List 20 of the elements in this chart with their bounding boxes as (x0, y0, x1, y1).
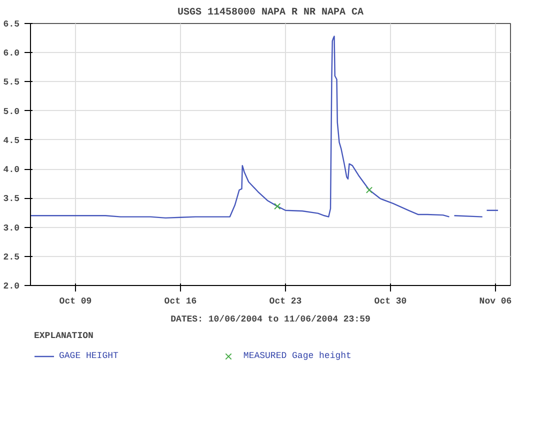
x-tick-label: Oct 23 (269, 296, 302, 306)
y-tick-label: 2.0 (3, 282, 20, 292)
y-tick-label: 6.5 (3, 20, 20, 30)
legend-label: MEASURED Gage height (243, 351, 352, 361)
y-tick-label: 6.0 (3, 48, 20, 59)
x-tick-label: Nov 06 (479, 296, 512, 306)
x-tick-label: Oct 16 (164, 296, 197, 306)
legend-title: EXPLANATION (34, 331, 94, 341)
y-tick-label: 2.5 (3, 252, 20, 262)
y-tick-label: 4.0 (3, 165, 20, 176)
y-tick-label: 4.5 (3, 136, 20, 146)
y-tick-label: 5.5 (3, 78, 20, 88)
x-axis-title: DATES: 10/06/2004 to 11/06/2004 23:59 (170, 314, 370, 324)
x-tick-label: Oct 30 (374, 296, 407, 306)
y-tick-label: 3.5 (3, 194, 20, 204)
chart-title: USGS 11458000 NAPA R NR NAPA CA (177, 8, 364, 18)
y-tick-label: 3.0 (3, 223, 20, 234)
legend-label: GAGE HEIGHT (59, 351, 118, 361)
x-tick-label: Oct 09 (59, 296, 92, 306)
y-tick-label: 5.0 (3, 106, 20, 117)
